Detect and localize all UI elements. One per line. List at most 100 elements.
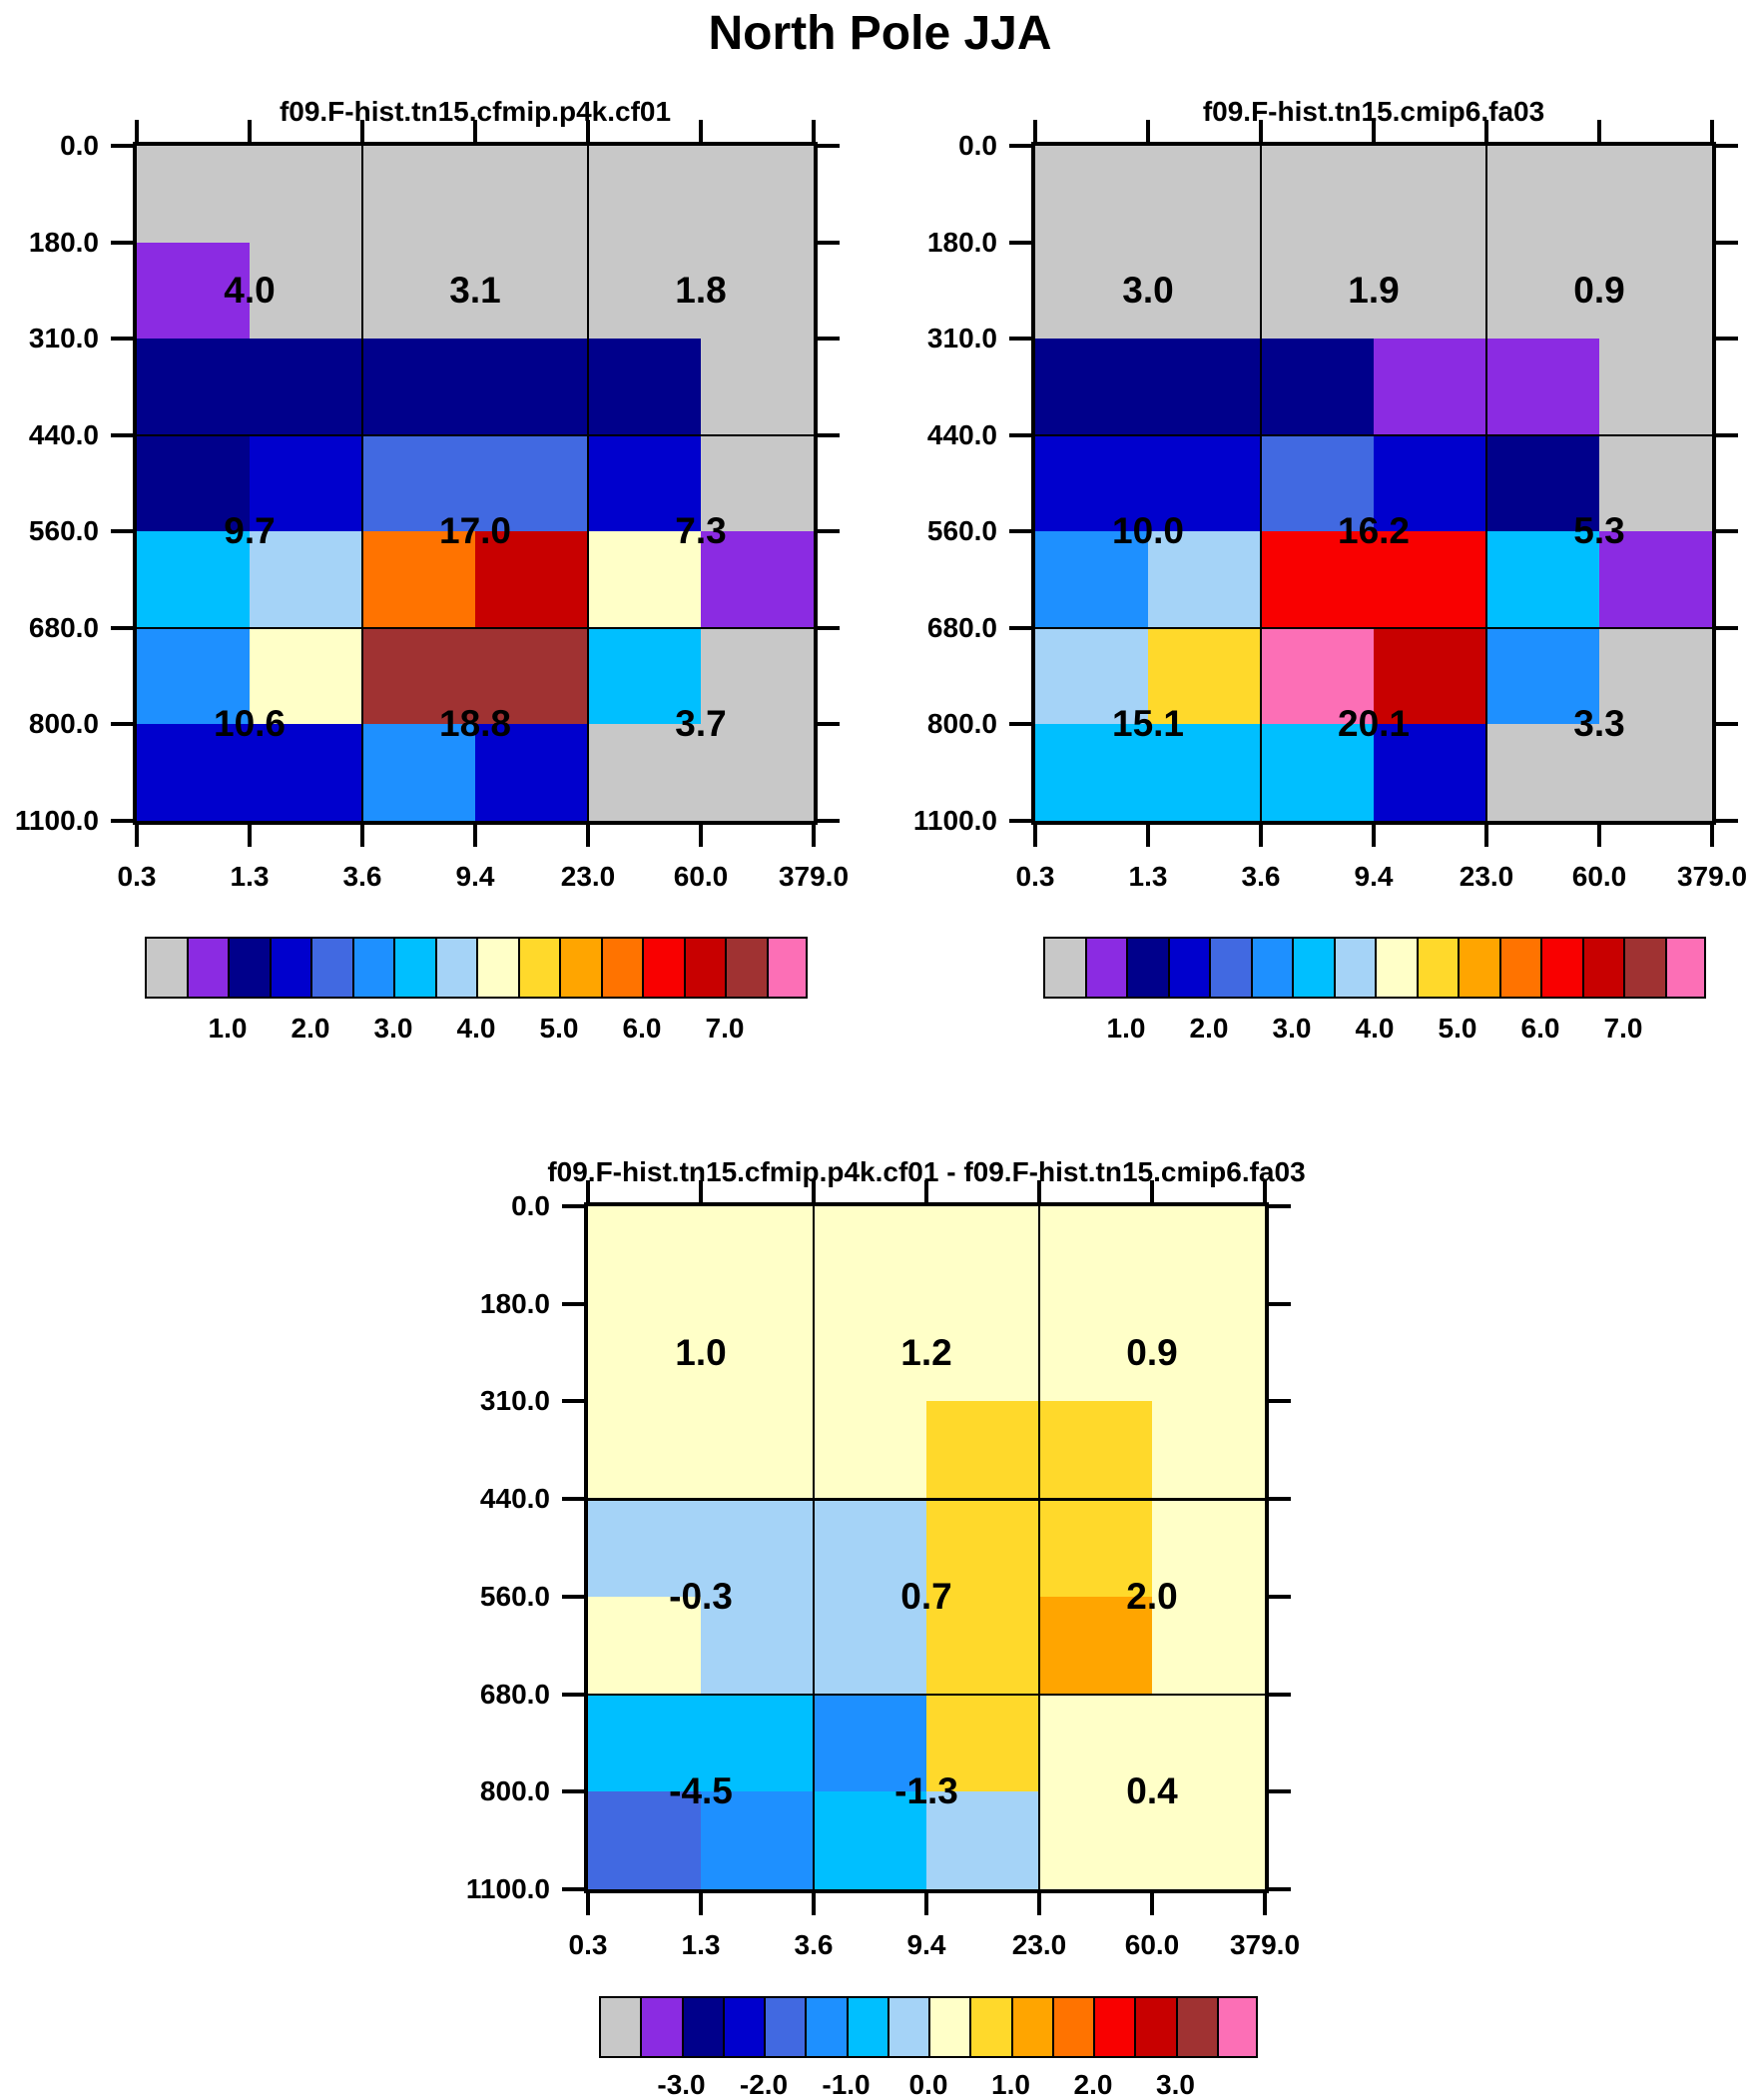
- heatmap-cell: [475, 339, 589, 436]
- heatmap-cell: [588, 339, 702, 436]
- x-tick-label: 23.0: [560, 861, 616, 892]
- figure-title: North Pole JJA: [708, 7, 1052, 60]
- heatmap-cell: [250, 627, 363, 725]
- heatmap-cell: [1148, 339, 1262, 436]
- block-value: 0.4: [1126, 1770, 1178, 1812]
- heatmap-cell: [1261, 146, 1375, 244]
- colorbar-box: [886, 1996, 930, 2058]
- axis-tick: [1269, 1594, 1291, 1599]
- x-tick-label: 379.0: [778, 861, 850, 892]
- axis-tick: [562, 1594, 584, 1599]
- colorbar-label: 3.0: [1156, 2069, 1195, 2100]
- heatmap-cell: [362, 242, 476, 340]
- heatmap-cell: [1599, 339, 1713, 436]
- heatmap-cell: [1035, 724, 1149, 822]
- axis-tick: [562, 1497, 584, 1502]
- y-tick-label: 440.0: [28, 418, 99, 450]
- axis-tick: [1269, 1497, 1291, 1502]
- axis-tick: [562, 1692, 584, 1697]
- colorbar-label: 5.0: [539, 1013, 579, 1044]
- colorbar-box: [310, 937, 354, 999]
- colorbar-box: [1416, 937, 1460, 999]
- block-value: 1.0: [675, 1331, 727, 1373]
- axis-tick: [1716, 529, 1738, 534]
- block-value: 0.9: [1126, 1331, 1178, 1373]
- colorbar-box: [1084, 937, 1128, 999]
- heatmap-cell: [588, 1596, 702, 1696]
- heatmap-cell: [588, 1791, 702, 1890]
- axis-tick: [562, 1204, 584, 1208]
- grid-line-horizontal: [1035, 626, 1712, 630]
- colorbar-box: [228, 937, 272, 999]
- heatmap-cell: [1152, 1303, 1266, 1403]
- heatmap-cell: [701, 531, 815, 629]
- axis-tick: [1716, 722, 1738, 727]
- axis-tick: [1009, 529, 1031, 534]
- heatmap-cell: [1599, 434, 1713, 532]
- colorbar-box: [1126, 937, 1170, 999]
- colorbar-box: [1333, 937, 1377, 999]
- heatmap-cell: [250, 339, 363, 436]
- heatmap-cell: [475, 242, 589, 340]
- block-value: 1.2: [900, 1331, 952, 1373]
- heatmap-cell: [588, 1694, 702, 1792]
- heatmap-cell: [250, 531, 363, 629]
- axis-tick: [1372, 825, 1376, 847]
- x-tick-label: 3.6: [794, 1929, 834, 1960]
- heatmap-cell: [588, 146, 702, 244]
- heatmap-cell: [1039, 1791, 1153, 1890]
- heatmap-cell: [137, 434, 251, 532]
- block-value: -1.3: [894, 1770, 958, 1812]
- colorbar-box: [517, 937, 561, 999]
- colorbar-box: [1134, 1996, 1178, 2058]
- axis-tick: [1597, 120, 1601, 142]
- heatmap-cell: [926, 1206, 1040, 1305]
- heatmap-cell: [1039, 1499, 1153, 1598]
- colorbar-label: 6.0: [622, 1013, 662, 1044]
- heatmap-cell: [1599, 724, 1713, 822]
- axis-tick: [1009, 722, 1031, 727]
- axis-tick: [812, 1180, 816, 1202]
- axis-tick: [111, 240, 133, 245]
- heatmap-cell: [1039, 1694, 1153, 1792]
- axis-tick: [1710, 825, 1714, 847]
- x-tick-label: 60.0: [1124, 1929, 1180, 1960]
- grid-line-vertical: [361, 146, 364, 821]
- x-tick-label: 9.4: [1354, 861, 1394, 892]
- heatmap-cell: [1035, 339, 1149, 436]
- y-tick-label: 560.0: [479, 1580, 550, 1612]
- heatmap-cell: [701, 627, 815, 725]
- heatmap-cell: [588, 627, 702, 725]
- heatmap-cell: [362, 146, 476, 244]
- heatmap-cell: [1486, 146, 1600, 244]
- heatmap-cell: [137, 627, 251, 725]
- y-tick-label: 180.0: [926, 226, 997, 258]
- axis-tick: [924, 1180, 928, 1202]
- axis-tick: [1263, 1893, 1267, 1915]
- x-tick-label: 0.3: [1015, 861, 1055, 892]
- heatmap-cell: [137, 724, 251, 822]
- heatmap-cell: [814, 1791, 927, 1890]
- colorbar-box: [1581, 937, 1625, 999]
- colorbar-label: 2.0: [1189, 1013, 1229, 1044]
- x-tick-label: 9.4: [906, 1929, 946, 1960]
- colorbar-box: [1216, 1996, 1258, 2058]
- colorbar-box: [1043, 937, 1087, 999]
- x-tick-label: 379.0: [1229, 1929, 1301, 1960]
- y-tick-label: 800.0: [926, 708, 997, 740]
- y-tick-label: 1100.0: [14, 805, 99, 836]
- axis-tick: [699, 1180, 703, 1202]
- x-tick-label: 60.0: [673, 861, 729, 892]
- axis-tick: [812, 1893, 816, 1915]
- axis-tick: [1150, 1180, 1154, 1202]
- heatmap-cell: [701, 1206, 815, 1305]
- x-tick-label: 23.0: [1459, 861, 1514, 892]
- axis-tick: [699, 825, 703, 847]
- axis-tick: [1484, 825, 1488, 847]
- grid-line-horizontal: [137, 626, 814, 630]
- colorbar-box: [1375, 937, 1419, 999]
- heatmap-cell: [1152, 1401, 1266, 1500]
- axis-tick: [1259, 120, 1263, 142]
- axis-tick: [818, 337, 840, 342]
- heatmap-cell: [137, 146, 251, 244]
